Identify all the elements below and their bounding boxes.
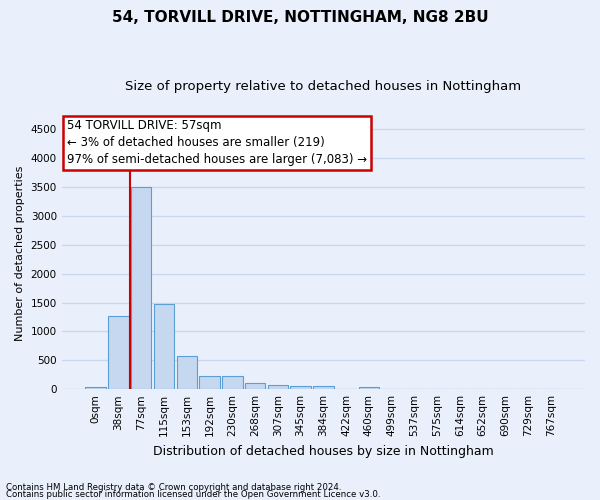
Y-axis label: Number of detached properties: Number of detached properties <box>15 166 25 341</box>
Bar <box>131 187 151 389</box>
Text: 54 TORVILL DRIVE: 57sqm
← 3% of detached houses are smaller (219)
97% of semi-de: 54 TORVILL DRIVE: 57sqm ← 3% of detached… <box>67 119 367 166</box>
X-axis label: Distribution of detached houses by size in Nottingham: Distribution of detached houses by size … <box>153 444 494 458</box>
Bar <box>359 387 379 389</box>
Text: Contains HM Land Registry data © Crown copyright and database right 2024.: Contains HM Land Registry data © Crown c… <box>6 484 341 492</box>
Text: 54, TORVILL DRIVE, NOTTINGHAM, NG8 2BU: 54, TORVILL DRIVE, NOTTINGHAM, NG8 2BU <box>112 10 488 25</box>
Bar <box>199 376 220 389</box>
Bar <box>290 386 311 389</box>
Bar <box>245 383 265 389</box>
Bar <box>222 376 242 389</box>
Title: Size of property relative to detached houses in Nottingham: Size of property relative to detached ho… <box>125 80 521 93</box>
Bar <box>154 304 174 389</box>
Bar <box>313 386 334 389</box>
Text: Contains public sector information licensed under the Open Government Licence v3: Contains public sector information licen… <box>6 490 380 499</box>
Bar <box>268 384 288 389</box>
Bar <box>176 356 197 389</box>
Bar <box>85 388 106 389</box>
Bar <box>108 316 129 389</box>
